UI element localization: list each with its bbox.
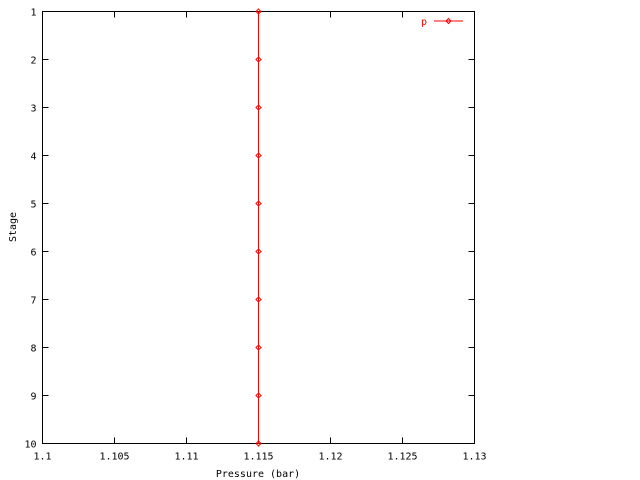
y-tick-label: 8 — [30, 344, 36, 355]
y-tick-label: 3 — [30, 104, 36, 115]
data-point — [255, 392, 262, 399]
data-point — [255, 56, 262, 63]
data-point — [255, 200, 262, 207]
legend: p — [421, 17, 463, 28]
data-point — [255, 440, 262, 447]
y-tick-label: 6 — [30, 248, 36, 259]
legend-marker — [445, 17, 452, 25]
data-point — [255, 248, 262, 255]
x-tick-label: 1.13 — [462, 452, 486, 463]
x-tick-label: 1.12 — [318, 452, 342, 463]
y-tick-label: 9 — [30, 392, 36, 403]
y-tick-label: 4 — [30, 152, 36, 163]
y-axis-label: Stage — [8, 212, 19, 242]
data-point — [255, 8, 262, 15]
data-point — [255, 152, 262, 159]
y-tick-label: 2 — [30, 56, 36, 67]
x-tick-label: 1.125 — [387, 452, 417, 463]
legend-label: p — [421, 17, 427, 28]
y-tick-label: 10 — [24, 440, 36, 451]
x-tick-label: 1.11 — [174, 452, 198, 463]
x-tick-label: 1.1 — [33, 452, 51, 463]
x-tick-label: 1.105 — [99, 452, 129, 463]
y-tick-label: 7 — [30, 296, 36, 307]
data-point — [255, 104, 262, 111]
x-tick-label: 1.115 — [243, 452, 273, 463]
data-point — [255, 344, 262, 351]
data-point — [255, 296, 262, 303]
y-tick-label: 1 — [30, 8, 36, 19]
x-axis-label: Pressure (bar) — [216, 469, 300, 480]
y-tick-label: 5 — [30, 200, 36, 211]
